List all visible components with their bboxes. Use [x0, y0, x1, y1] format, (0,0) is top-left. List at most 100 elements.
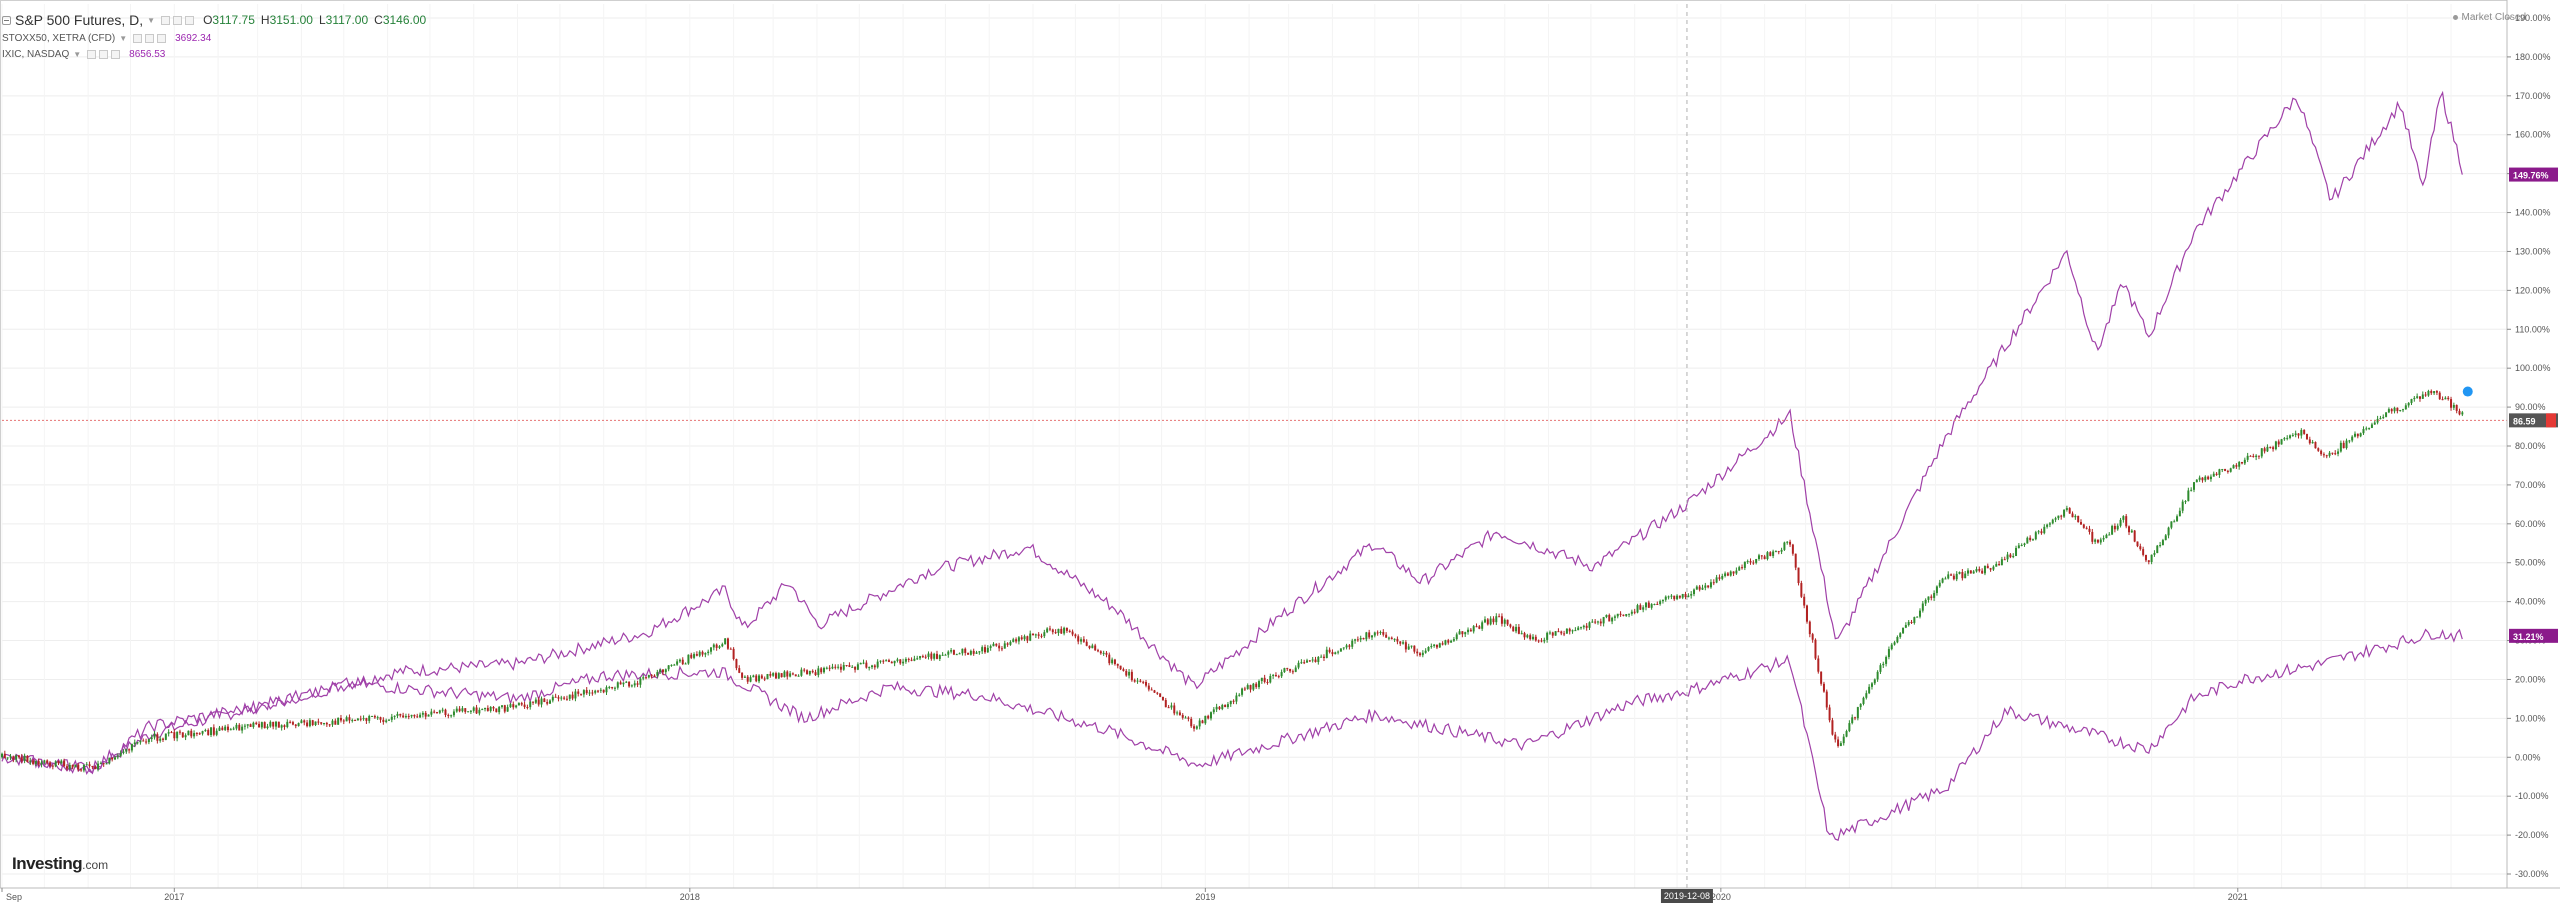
candle-body: [718, 646, 721, 648]
candle-body: [238, 724, 241, 731]
candle-body: [1345, 645, 1348, 648]
candle-body: [1924, 599, 1927, 604]
candle-body: [1159, 693, 1162, 697]
candle-body: [337, 717, 340, 725]
candle-body: [639, 678, 642, 685]
candle-body: [145, 741, 148, 743]
settings-icon[interactable]: [87, 49, 97, 59]
candle-body: [1577, 627, 1580, 631]
candle-body: [1379, 632, 1382, 634]
visibility-icon[interactable]: [173, 15, 183, 25]
candle-body: [786, 671, 789, 677]
visibility-icon[interactable]: [145, 33, 155, 43]
candle-body: [735, 659, 738, 669]
candle-body: [933, 653, 936, 659]
visibility-icon[interactable]: [99, 49, 109, 59]
candle-body: [599, 689, 602, 691]
candle-body: [554, 696, 557, 698]
candle-body: [1707, 585, 1710, 588]
chevron-down-icon[interactable]: ▼: [147, 15, 156, 25]
candle-body: [1258, 681, 1261, 688]
candle-body: [1433, 644, 1436, 647]
candle-body: [1548, 632, 1551, 634]
candle-body: [2190, 489, 2193, 491]
candle-body: [969, 650, 972, 655]
time-axis-label: 2017: [164, 892, 184, 902]
close-icon[interactable]: [185, 15, 195, 25]
candle-body: [1481, 622, 1484, 629]
chevron-down-icon[interactable]: ▼: [73, 49, 82, 59]
candle-body: [1613, 616, 1616, 618]
candle-body: [2385, 412, 2388, 417]
candle-body: [356, 718, 359, 721]
settings-icon[interactable]: [161, 15, 171, 25]
candle-body: [1664, 596, 1667, 600]
candle-body: [1277, 676, 1280, 678]
compare-series-title[interactable]: IXIC, NASDAQ: [2, 48, 70, 60]
close-icon[interactable]: [157, 33, 167, 43]
candle-body: [458, 708, 461, 712]
candle-body: [2249, 455, 2252, 457]
candle-body: [659, 669, 662, 673]
candle-body: [1080, 639, 1083, 642]
candle-body: [1766, 552, 1769, 560]
candle-body: [416, 716, 419, 718]
candle-body: [526, 707, 529, 709]
candle-body: [1187, 717, 1190, 719]
candle-body: [1139, 680, 1142, 682]
candle-body: [1947, 574, 1950, 579]
candle-body: [887, 660, 890, 662]
candle-body: [2269, 446, 2272, 448]
candle-body: [2187, 490, 2190, 502]
candle-body: [1354, 639, 1357, 641]
candle-body: [2218, 469, 2221, 475]
compare-series-title[interactable]: STOXX50, XETRA (CFD): [2, 32, 116, 44]
candle-body: [975, 652, 978, 654]
candle-body: [2119, 519, 2122, 526]
candle-body: [1464, 632, 1467, 635]
candle-body: [371, 715, 374, 717]
candle-body: [2387, 409, 2390, 413]
candle-body: [1724, 573, 1727, 576]
chevron-down-icon[interactable]: ▼: [119, 33, 128, 43]
candle-body: [1342, 647, 1345, 649]
candle-body: [210, 727, 213, 736]
candle-body: [1537, 640, 1540, 642]
candle-body: [1726, 573, 1729, 576]
candle-body: [1582, 625, 1585, 628]
ohlc-close-value: 3146.00: [382, 13, 427, 27]
candle-body: [1274, 674, 1277, 677]
candle-body: [571, 694, 574, 699]
candle-body: [2054, 518, 2057, 520]
price-axis-label: 170.00%: [2515, 91, 2551, 101]
candle-body: [1450, 640, 1453, 643]
candle-body: [102, 763, 105, 765]
candle-body: [1119, 665, 1122, 670]
candle-body: [1280, 672, 1283, 677]
candle-body: [2311, 442, 2314, 444]
candle-body: [2351, 436, 2354, 441]
collapse-legend-button[interactable]: [2, 15, 11, 25]
candle-body: [17, 755, 20, 758]
candle-body: [673, 664, 676, 666]
legend-compare-stoxx: STOXX50, XETRA (CFD) ▼ 3692.34: [2, 30, 426, 46]
candle-body: [1808, 621, 1811, 635]
close-icon[interactable]: [111, 49, 121, 59]
candle-body: [565, 698, 568, 700]
candle-body: [1630, 611, 1633, 614]
main-series-title[interactable]: S&P 500 Futures, D,: [15, 12, 144, 28]
candle-body: [1190, 718, 1193, 727]
investing-logo[interactable]: Investing .com: [12, 854, 108, 874]
candle-body: [1026, 636, 1029, 641]
candle-body: [23, 755, 26, 761]
candle-body: [368, 716, 371, 721]
last-value-label: 149.76%: [2513, 171, 2549, 181]
candle-body: [2122, 516, 2125, 520]
candle-body: [1362, 637, 1365, 640]
candle-body: [1195, 726, 1198, 729]
price-axis-label: 160.00%: [2515, 130, 2551, 140]
settings-icon[interactable]: [133, 33, 143, 43]
candle-body: [1060, 628, 1063, 634]
